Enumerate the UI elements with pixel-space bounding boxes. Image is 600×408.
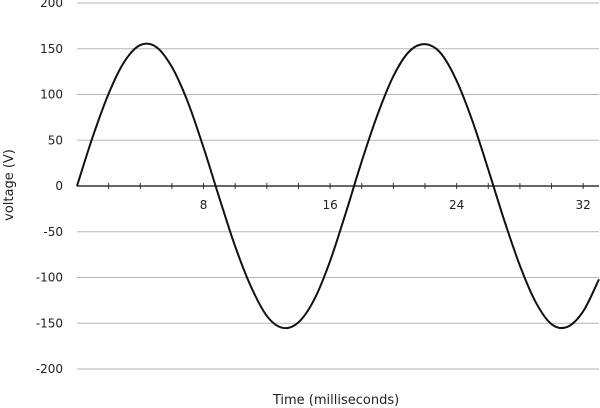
y-tick-label: 200: [40, 0, 63, 10]
y-tick-labels: 200 150 100 50 0 -50 -100 -150 -200: [36, 0, 63, 376]
x-tick-label: 24: [449, 198, 464, 212]
y-tick-label: 0: [55, 179, 63, 193]
y-tick-label: -150: [36, 316, 63, 330]
x-tick-label: 8: [200, 198, 208, 212]
x-tick-label: 16: [322, 198, 337, 212]
x-tick-label: 32: [576, 198, 591, 212]
x-ticks: 8 16 24 32: [108, 183, 591, 212]
y-tick-label: -100: [36, 271, 63, 285]
series-line: [76, 42, 600, 330]
y-tick-label: -50: [43, 225, 63, 239]
y-tick-label: 150: [40, 42, 63, 56]
y-tick-label: 50: [48, 133, 63, 147]
y-axis-label: voltage (V): [2, 149, 17, 221]
y-tick-label: -200: [36, 362, 63, 376]
gridlines: [77, 2, 599, 370]
x-axis-label: Time (milliseconds): [272, 393, 399, 408]
y-tick-label: 100: [40, 88, 63, 102]
